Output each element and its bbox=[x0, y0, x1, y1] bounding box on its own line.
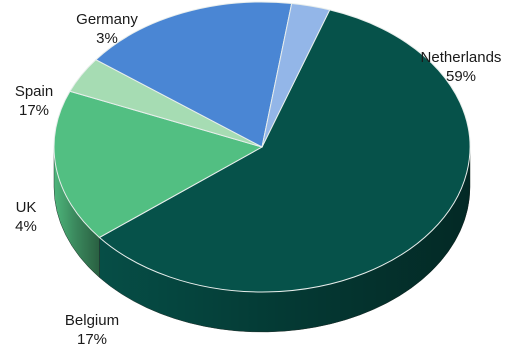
slice-label-name: Germany bbox=[76, 11, 138, 28]
pie-side-shade-netherlands bbox=[99, 147, 471, 333]
pie-slice-netherlands bbox=[98, 9, 471, 293]
slice-label-percent: 4% bbox=[15, 218, 37, 235]
slice-label-percent: 17% bbox=[77, 331, 107, 348]
pie-side-shade-belgium bbox=[54, 147, 100, 278]
slice-label-name: Belgium bbox=[65, 312, 119, 329]
slice-label-name: Netherlands bbox=[421, 49, 502, 66]
pie-slice-belgium bbox=[53, 90, 264, 239]
slice-label-name: Spain bbox=[15, 83, 53, 100]
pie-slices bbox=[53, 1, 471, 293]
pie-slice-spain bbox=[95, 1, 293, 148]
slice-label-name: UK bbox=[16, 199, 37, 216]
slice-label-netherlands: Netherlands 59% bbox=[421, 49, 502, 85]
slice-label-belgium: Belgium 17% bbox=[65, 312, 119, 348]
slice-label-spain: Spain 17% bbox=[15, 83, 53, 119]
slice-label-percent: 3% bbox=[96, 30, 118, 47]
pie-slice-germany bbox=[261, 2, 331, 148]
slice-label-percent: 59% bbox=[446, 68, 476, 85]
slice-label-percent: 17% bbox=[19, 102, 49, 119]
slice-label-uk: UK 4% bbox=[15, 199, 37, 235]
slice-label-germany: Germany 3% bbox=[76, 11, 138, 47]
pie-labels: Netherlands 59% Belgium 17% UK 4% Spain 17% Germ… bbox=[15, 11, 502, 348]
